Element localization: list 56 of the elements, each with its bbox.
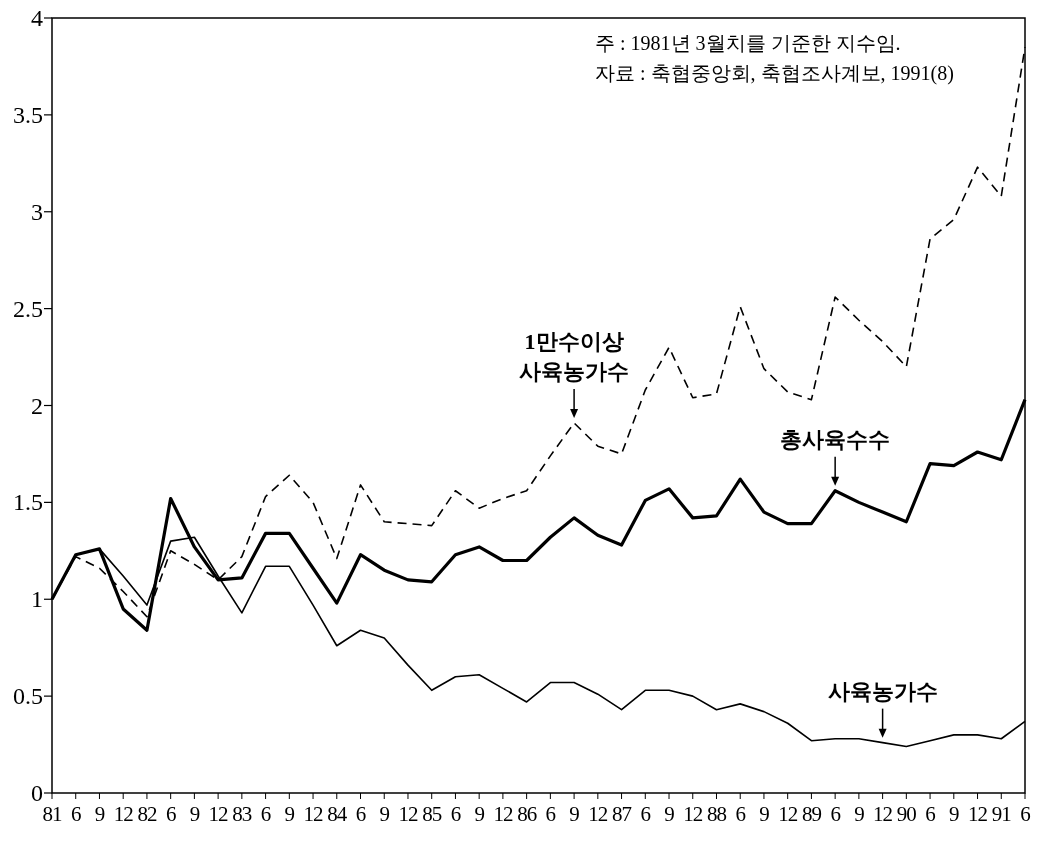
x-tick-label: 12 <box>873 802 893 826</box>
x-tick-label: 9 <box>284 802 295 826</box>
x-tick-label: 12 <box>208 802 229 826</box>
x-tick-label: 9 <box>474 802 485 826</box>
x-tick-label: 6 <box>1020 802 1031 826</box>
x-tick-label: 9 <box>949 802 960 826</box>
y-tick-label: 2.5 <box>13 295 43 322</box>
x-tick-label: 6 <box>735 802 746 826</box>
x-tick-label: 12 <box>683 802 703 826</box>
x-tick-label: 12 <box>778 802 798 826</box>
x-tick-label: 12 <box>588 802 608 826</box>
x-tick-label: 9 <box>379 802 390 826</box>
x-tick-label: 12 <box>398 802 418 826</box>
x-tick-label: 6 <box>165 802 176 826</box>
x-tick-label: 86 <box>517 802 537 826</box>
x-tick-label: 9 <box>759 802 770 826</box>
x-tick-label: 81 <box>42 802 62 826</box>
x-tick-label: 87 <box>612 802 632 826</box>
y-tick-label: 1 <box>31 586 43 613</box>
y-tick-label: 2 <box>31 392 43 419</box>
x-tick-label: 6 <box>640 802 651 826</box>
x-tick-label: 9 <box>569 802 580 826</box>
x-tick-label: 12 <box>493 802 513 826</box>
x-tick-label: 6 <box>260 802 271 826</box>
x-tick-label: 90 <box>896 802 917 826</box>
x-tick-label: 89 <box>801 802 822 826</box>
x-tick-label: 6 <box>830 802 841 826</box>
series-label: 총사육수수 <box>780 426 891 452</box>
x-tick-label: 9 <box>664 802 675 826</box>
x-tick-label: 83 <box>232 802 252 826</box>
x-tick-label: 91 <box>991 802 1012 826</box>
series-label: 1만수이상 사육농가수 <box>519 328 630 384</box>
x-tick-label: 12 <box>968 802 988 826</box>
x-tick-label: 9 <box>94 802 105 826</box>
x-tick-label: 6 <box>355 802 366 826</box>
y-tick-label: 4 <box>31 5 43 31</box>
y-tick-label: 0.5 <box>13 683 43 710</box>
y-tick-label: 1.5 <box>13 489 43 516</box>
x-tick-label: 6 <box>545 802 556 826</box>
series-label: 사육농가수 <box>827 678 938 704</box>
x-tick-label: 9 <box>189 802 200 826</box>
annotation: 주 : 1981년 3월치를 기준한 지수임. <box>595 32 901 54</box>
x-tick-label: 88 <box>706 802 727 826</box>
annotation: 자료 : 축협중앙회, 축협조사계보, 1991(8) <box>595 62 954 85</box>
x-tick-label: 6 <box>925 802 936 826</box>
y-tick-label: 0 <box>31 780 43 806</box>
x-tick-label: 82 <box>137 802 157 826</box>
x-tick-label: 84 <box>327 802 348 826</box>
x-tick-label: 85 <box>422 802 442 826</box>
x-tick-label: 12 <box>303 802 324 826</box>
x-tick-label: 9 <box>854 802 865 826</box>
y-tick-label: 3 <box>31 198 43 225</box>
x-tick-label: 6 <box>450 802 461 826</box>
x-tick-label: 6 <box>70 802 81 826</box>
y-tick-label: 3.5 <box>13 101 43 128</box>
x-tick-label: 12 <box>113 802 134 826</box>
